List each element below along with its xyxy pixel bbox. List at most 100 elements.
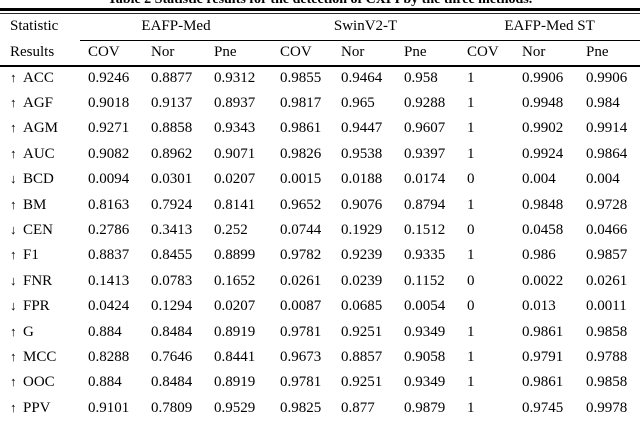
- value-cell: 0.9825: [280, 399, 322, 416]
- table-row: ↑ OOC 0.884 0.8484 0.8919 0.9781 0.9251 0.9349 1…: [0, 370, 640, 395]
- metric-cell: ↓ CEN: [0, 218, 80, 243]
- value-cell: 0.958: [404, 70, 438, 87]
- table-row: ↓ FPR 0.0424 0.1294 0.0207 0.0087 0.0685 0.0054…: [0, 294, 640, 319]
- trend-down-icon: ↓: [10, 222, 17, 238]
- value-cell: 0.9906: [586, 70, 628, 87]
- value-cell: 0.0022: [522, 272, 564, 289]
- value-cell: 0.0301: [151, 171, 193, 188]
- value-cell: 0: [467, 171, 475, 188]
- value-cell: 0.9788: [586, 348, 628, 365]
- value-cell: 0.884: [88, 323, 122, 340]
- trend-up-icon: ↑: [10, 145, 17, 161]
- value-cell: 0.004: [586, 171, 620, 188]
- value-cell: 0.9349: [404, 374, 446, 391]
- value-cell: 0.9914: [586, 120, 628, 137]
- value-cell: 0.9858: [586, 374, 628, 391]
- value-cell: 0.8899: [214, 247, 256, 264]
- metric-label: MCC: [23, 348, 57, 365]
- value-cell: 0.7924: [151, 196, 193, 213]
- value-cell: 0.0466: [586, 222, 628, 239]
- value-cell: 0.9902: [522, 120, 564, 137]
- value-cell: 0.8455: [151, 247, 193, 264]
- group-header-swinv2-t: SwinV2-T: [272, 13, 460, 41]
- trend-up-icon: ↑: [10, 95, 17, 111]
- value-cell: 0.9978: [586, 399, 628, 416]
- value-cell: 0.8857: [341, 348, 383, 365]
- value-cell: 0.9018: [88, 95, 130, 112]
- value-cell: 0.0261: [280, 272, 322, 289]
- value-cell: 0.8937: [214, 95, 256, 112]
- top-rule-thin: [0, 12, 640, 14]
- value-cell: 0.9673: [280, 348, 322, 365]
- value-cell: 0.0087: [280, 298, 322, 315]
- value-cell: 0.252: [214, 222, 248, 239]
- value-cell: 0.9745: [522, 399, 564, 416]
- value-cell: 0.8837: [88, 247, 130, 264]
- metric-cell: ↑ F1: [0, 243, 80, 268]
- value-cell: 0.0685: [341, 298, 383, 315]
- trend-up-icon: ↑: [10, 323, 17, 339]
- value-cell: 0.9652: [280, 196, 322, 213]
- value-cell: 0.9948: [522, 95, 564, 112]
- trend-down-icon: ↓: [10, 272, 17, 288]
- value-cell: 0.7646: [151, 348, 193, 365]
- value-cell: 0.8288: [88, 348, 130, 365]
- stat-header-line1: Statistic: [10, 18, 59, 35]
- table-row: ↓ CEN 0.2786 0.3413 0.252 0.0744 0.1929 0.1512 0…: [0, 218, 640, 243]
- value-cell: 0.884: [88, 374, 122, 391]
- value-cell: 0: [467, 272, 475, 289]
- value-cell: 1: [467, 120, 475, 137]
- metric-label: BM: [23, 196, 47, 213]
- value-cell: 0.9848: [522, 196, 564, 213]
- value-cell: 0.9529: [214, 399, 256, 416]
- metric-cell: ↑ PPV: [0, 396, 80, 421]
- metric-cell: ↑ AUC: [0, 142, 80, 167]
- value-cell: 0.9447: [341, 120, 383, 137]
- value-cell: 0.8919: [214, 374, 256, 391]
- metric-label: FNR: [23, 272, 53, 289]
- subheader-row: Results COV Nor Pne COV Nor Pne COV Nor …: [0, 40, 640, 67]
- value-cell: 0.9861: [280, 120, 322, 137]
- value-cell: 0.9782: [280, 247, 322, 264]
- value-cell: 0.8858: [151, 120, 193, 137]
- subheader-cov: COV: [459, 40, 515, 67]
- value-cell: 0.9864: [586, 145, 628, 162]
- value-cell: 0.9906: [522, 70, 564, 87]
- value-cell: 0.0261: [586, 272, 628, 289]
- value-cell: 0.9817: [280, 95, 322, 112]
- value-cell: 0.9312: [214, 70, 256, 87]
- value-cell: 0.986: [522, 247, 556, 264]
- value-cell: 0.9857: [586, 247, 628, 264]
- value-cell: 0.9861: [522, 323, 564, 340]
- value-cell: 0: [467, 298, 475, 315]
- metric-cell: ↑ G: [0, 319, 80, 344]
- value-cell: 0.9728: [586, 196, 628, 213]
- value-cell: 0.1294: [151, 298, 193, 315]
- subheader-pne: Pne: [396, 40, 460, 67]
- trend-down-icon: ↓: [10, 298, 17, 314]
- value-cell: 1: [467, 247, 475, 264]
- subheader-pne: Pne: [578, 40, 640, 67]
- value-cell: 0.9397: [404, 145, 446, 162]
- value-cell: 0.2786: [88, 222, 130, 239]
- subheader-nor: Nor: [333, 40, 397, 67]
- metric-label: ACC: [23, 70, 54, 87]
- stat-header-line2: Results: [0, 40, 80, 67]
- table-header: Statistic EAFP-Med SwinV2-T EAFP-Med ST …: [0, 13, 640, 67]
- value-cell: 0.8919: [214, 323, 256, 340]
- metric-label: BCD: [23, 171, 54, 188]
- value-cell: 0.9879: [404, 399, 446, 416]
- value-cell: 0.9251: [341, 374, 383, 391]
- value-cell: 0.9343: [214, 120, 256, 137]
- value-cell: 0.9071: [214, 145, 256, 162]
- value-cell: 0.0094: [88, 171, 130, 188]
- table-row: ↑ G 0.884 0.8484 0.8919 0.9781 0.9251 0.9349 1 0.…: [0, 319, 640, 344]
- value-cell: 0.9288: [404, 95, 446, 112]
- value-cell: 0.9855: [280, 70, 322, 87]
- value-cell: 0.7809: [151, 399, 193, 416]
- value-cell: 0.8962: [151, 145, 193, 162]
- subheader-pne: Pne: [206, 40, 273, 67]
- statistics-table: Statistic EAFP-Med SwinV2-T EAFP-Med ST …: [0, 13, 640, 421]
- value-cell: 0.1652: [214, 272, 256, 289]
- value-cell: 0.9781: [280, 323, 322, 340]
